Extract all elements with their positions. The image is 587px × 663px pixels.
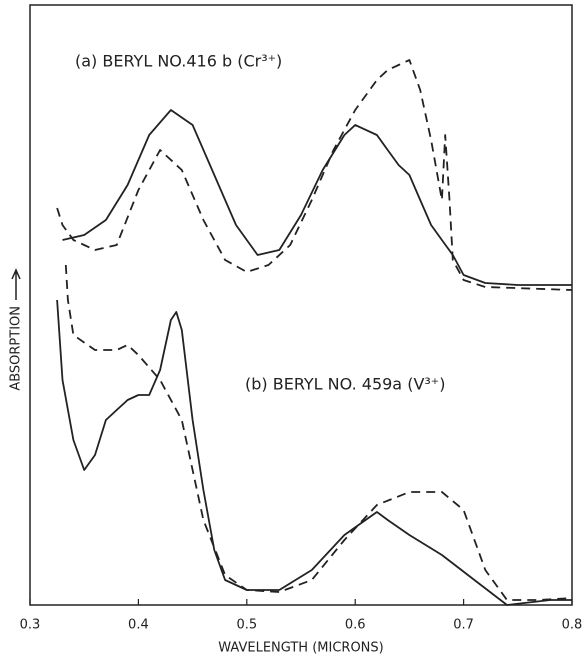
x-tick-label: 0.5 xyxy=(236,618,257,633)
curve xyxy=(56,299,572,606)
plot-frame xyxy=(29,4,573,606)
curve xyxy=(64,264,573,601)
x-axis-label: WAVELENGTH (MICRONS) xyxy=(218,641,383,656)
x-tick-label: 0.7 xyxy=(453,618,474,633)
x-tick-label: 0.8 xyxy=(562,618,583,633)
curve xyxy=(62,109,572,286)
y-axis-arrow xyxy=(11,268,21,300)
x-tick-label: 0.4 xyxy=(128,618,149,633)
annotation: (b) BERYL NO. 459a (V³⁺) xyxy=(245,375,445,394)
annotation: (a) BERYL NO.416 b (Cr³⁺) xyxy=(75,52,282,71)
x-tick-label: 0.3 xyxy=(20,618,41,633)
y-axis-label: ABSORPTION xyxy=(9,306,24,391)
x-tick-label: 0.6 xyxy=(345,618,366,633)
curve xyxy=(56,59,573,291)
